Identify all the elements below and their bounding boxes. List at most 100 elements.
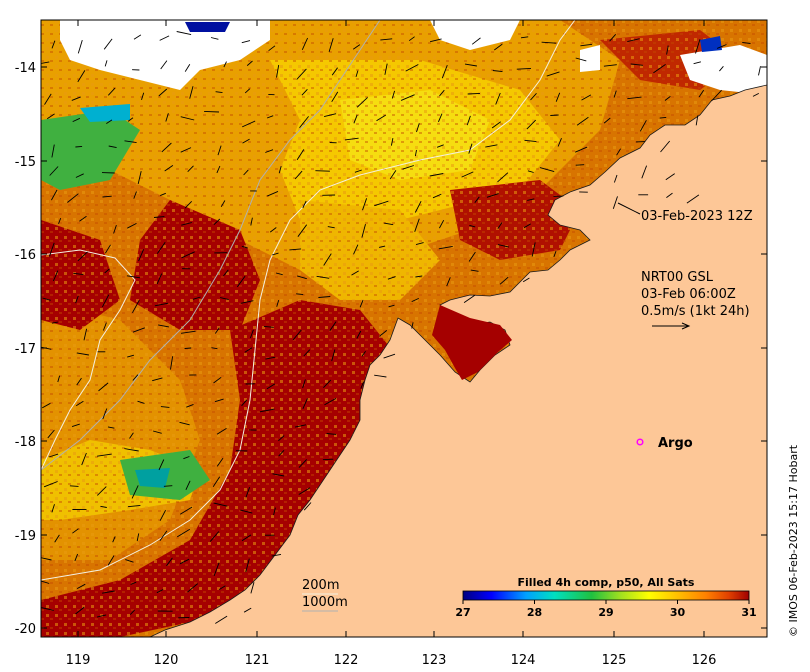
cloud-gap-small [580, 45, 600, 72]
current-vector [72, 117, 81, 123]
current-vector [331, 91, 339, 103]
current-vector [245, 487, 251, 498]
current-vector [246, 60, 253, 66]
current-vector [214, 327, 220, 334]
current-vector [176, 31, 192, 36]
current-vector [106, 119, 113, 124]
current-vector [400, 94, 415, 101]
current-vector [216, 165, 221, 174]
current-vector [374, 374, 387, 378]
current-vector [51, 144, 55, 158]
current-vector [516, 67, 532, 70]
current-vector [429, 173, 444, 177]
current-vector [302, 200, 307, 209]
current-vector [289, 248, 302, 251]
current-vector [213, 218, 221, 226]
current-vector [388, 304, 395, 308]
current-vector [166, 557, 173, 567]
current-vector [581, 94, 592, 101]
plot-area [41, 20, 767, 637]
current-vector [107, 555, 115, 566]
current-vector [75, 295, 79, 304]
sst-cold-ne [700, 36, 722, 52]
current-vector [132, 327, 145, 333]
current-vector [156, 241, 166, 254]
current-vector [292, 329, 302, 341]
current-vector [77, 70, 86, 83]
current-vector [241, 399, 248, 407]
current-vector [241, 245, 248, 249]
current-vector [44, 93, 52, 105]
current-vector [219, 297, 229, 301]
current-vector [41, 402, 51, 409]
current-vector [75, 606, 85, 615]
current-vector [107, 426, 115, 429]
argo-float-marker [636, 438, 644, 446]
cloud-gap-north-2 [430, 20, 520, 50]
current-vector [133, 34, 142, 40]
current-vector [698, 89, 705, 98]
current-vector [137, 170, 142, 185]
current-vector [102, 195, 112, 198]
current-vector [485, 144, 498, 148]
current-vector [276, 299, 280, 307]
current-vector [316, 275, 330, 279]
current-vector [152, 377, 163, 382]
current-vector [429, 38, 442, 43]
current-vector [43, 481, 58, 488]
x-tick-label: 123 [422, 653, 447, 668]
current-info-line1: NRT00 GSL [641, 270, 714, 285]
current-vector [273, 507, 276, 516]
current-vector [250, 582, 255, 594]
current-vector [259, 408, 275, 413]
current-vector [324, 398, 337, 406]
current-vector [468, 143, 473, 154]
current-vector [331, 67, 338, 76]
current-vector [752, 93, 760, 97]
x-tick-label: 119 [66, 653, 91, 668]
current-vector [612, 196, 618, 209]
current-vector [242, 138, 250, 144]
current-vector [383, 353, 396, 359]
current-vector [218, 585, 226, 590]
current-vector [719, 66, 724, 72]
current-vector [278, 165, 282, 174]
current-vector [384, 222, 394, 226]
current-vector [303, 502, 312, 511]
current-vector [527, 170, 534, 173]
x-tick-label: 120 [154, 653, 179, 668]
current-vector [41, 557, 52, 561]
current-vector [102, 408, 108, 420]
current-vector [302, 379, 306, 389]
current-vector [464, 63, 477, 67]
current-vector [102, 322, 107, 331]
current-vector [72, 528, 79, 534]
current-vector [124, 140, 137, 144]
current-vector [356, 330, 362, 339]
contour-200m-west [41, 249, 136, 471]
current-vector [497, 222, 503, 229]
current-vector [627, 96, 642, 100]
x-tick-label: 121 [245, 653, 270, 668]
current-vector [711, 89, 722, 102]
current-vector [666, 192, 673, 198]
colorbar-gradient [462, 590, 750, 601]
current-vector [361, 223, 366, 238]
current-vector [361, 350, 366, 357]
current-vector [152, 430, 162, 434]
current-vector [461, 171, 474, 178]
current-vector [49, 242, 55, 257]
current-vector [103, 38, 113, 50]
current-vector [616, 148, 621, 156]
current-vector [54, 534, 60, 543]
current-vector [141, 92, 145, 101]
current-vector [296, 149, 305, 161]
current-vector [414, 200, 422, 213]
current-vector [468, 251, 476, 262]
current-vector [526, 119, 537, 130]
current-vector [51, 321, 58, 324]
current-vector [659, 116, 667, 119]
contour-200m [41, 20, 576, 581]
current-vector [387, 276, 396, 280]
